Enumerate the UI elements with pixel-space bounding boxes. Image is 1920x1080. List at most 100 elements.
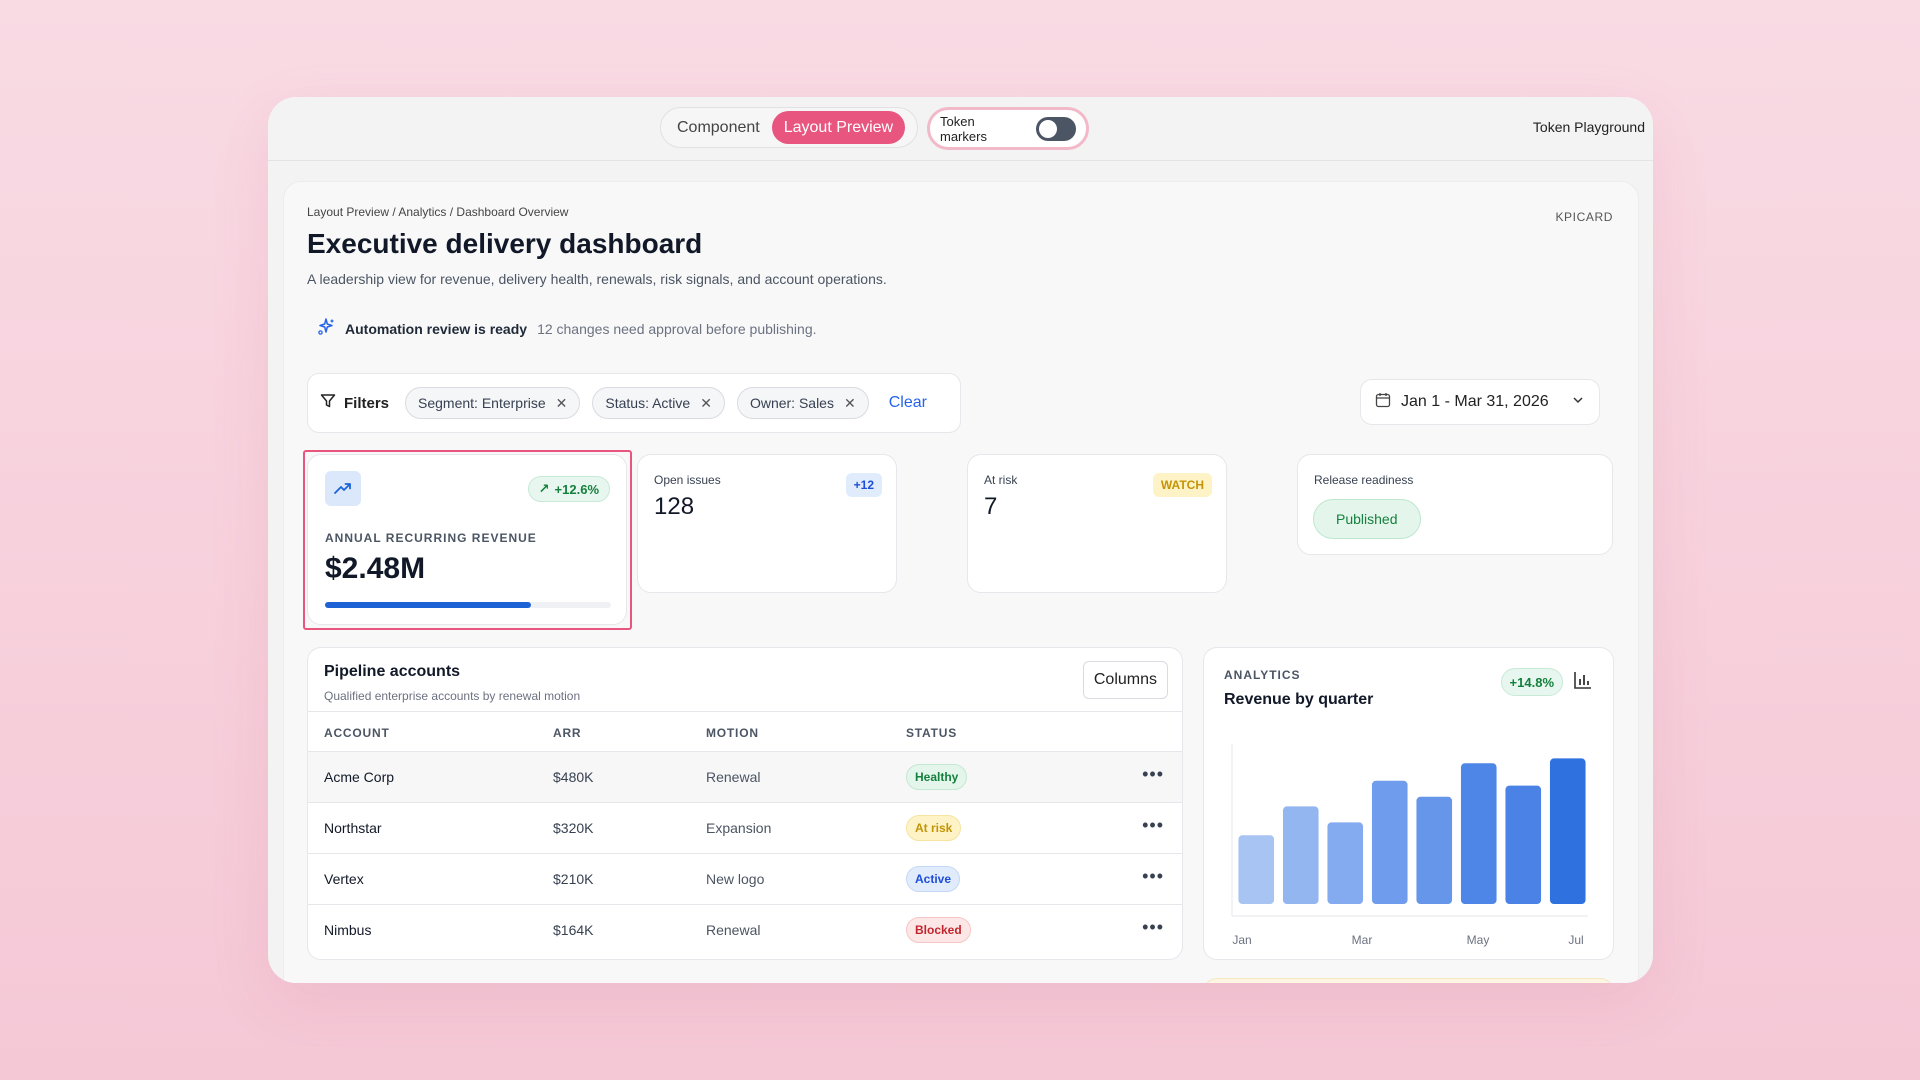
chart-bar[interactable] [1282,806,1319,904]
delta-value: +12.6% [554,481,599,497]
automation-banner: Automation review is ready 12 changes ne… [317,318,817,339]
progress-bar [325,602,611,608]
x-tick-label: Mar [1352,933,1373,947]
filter-chip[interactable]: Segment: Enterprise ✕ [405,387,581,419]
cell-account: Acme Corp [324,769,395,785]
tab-layout-preview[interactable]: Layout Preview [771,111,906,144]
chart-title: Revenue by quarter [1224,691,1374,708]
kpi-value: 7 [984,493,998,520]
date-range-picker[interactable]: Jan 1 - Mar 31, 2026 [1360,379,1600,425]
more-icon[interactable]: ••• [1142,866,1164,886]
cell-account: Vertex [324,871,364,887]
cell-motion: New logo [706,871,765,887]
trending-up-icon [325,471,361,506]
selection-outline [303,450,632,630]
close-icon[interactable]: ✕ [843,394,856,411]
breadcrumb[interactable]: Layout Preview / Analytics / Dashboard O… [307,205,569,219]
chart-bar[interactable] [1505,785,1542,904]
filter-chip[interactable]: Owner: Sales ✕ [736,387,869,419]
bar-chart-icon[interactable] [1573,670,1593,695]
progress-fill [325,602,531,608]
top-bar: Component Layout Preview Token markers T… [268,97,1653,161]
cell-motion: Renewal [706,769,761,785]
columns-button[interactable]: Columns [1082,661,1168,699]
revenue-bar-chart: Jan Mar May Jul [1231,744,1588,947]
status-badge: Published [1313,499,1421,539]
tab-component[interactable]: Component [677,118,760,136]
token-markers-label: Token markers [940,113,987,144]
delta-badge: ↗ +12.6% [527,476,610,502]
filter-chip[interactable]: Status: Active ✕ [592,387,725,419]
column-header-account[interactable]: ACCOUNT [324,726,390,740]
table-row[interactable]: Northstar $320K Expansion At risk ••• [308,803,1182,854]
filter-chip-label: Owner: Sales [749,395,834,411]
calendar-icon [1375,392,1391,413]
automation-title: Automation review is ready [345,320,528,337]
chevron-down-icon [1571,393,1585,412]
kpi-value: $2.48M [325,552,426,585]
status-badge: Active [906,866,961,892]
filters-button[interactable]: Filters [320,393,389,413]
kpi-label: Release readiness [1314,473,1414,487]
cell-motion: Expansion [706,820,772,836]
table-row[interactable]: Acme Corp $480K Renewal Healthy ••• [308,752,1182,803]
status-badge: Blocked [906,917,971,943]
kpi-value: 128 [654,493,695,520]
token-markers-control[interactable]: Token markers [927,107,1089,150]
table-subtitle: Qualified enterprise accounts by renewal… [324,689,581,703]
column-header-status[interactable]: STATUS [906,726,958,740]
chart-bar[interactable] [1460,763,1497,904]
status-badge: Healthy [906,764,968,790]
table-row[interactable]: Vertex $210K New logo Active ••• [308,854,1182,905]
partial-card [1203,978,1614,983]
filter-chip-label: Segment: Enterprise [418,395,546,411]
x-tick-label: Jul [1568,933,1583,947]
automation-detail: 12 changes need approval before publishi… [537,320,817,337]
cell-arr: $320K [553,820,594,836]
close-icon[interactable]: ✕ [700,394,712,411]
close-icon[interactable]: ✕ [555,394,568,411]
filters-label: Filters [344,394,390,412]
cell-motion: Renewal [706,922,761,938]
cell-account: Nimbus [324,922,372,938]
table-header: ACCOUNT ARR MOTION STATUS [308,711,1182,752]
column-header-motion[interactable]: MOTION [706,726,759,740]
page-title: Executive delivery dashboard [307,228,703,259]
more-icon[interactable]: ••• [1142,917,1164,937]
chart-bar[interactable] [1549,758,1586,904]
x-tick-label: Jan [1232,933,1251,947]
kpi-badge: +12 [845,473,882,497]
filter-chip-label: Status: Active [605,395,691,411]
cell-arr: $164K [553,922,594,938]
kpi-label: At risk [984,473,1018,487]
app-name: Token Playground [1532,119,1645,135]
app-window: Component Layout Preview Token markers T… [268,97,1653,983]
filters-bar: Filters Segment: Enterprise ✕ Status: Ac… [307,373,961,433]
kpi-card-open-issues[interactable]: Open issues 128 +12 [637,454,897,593]
kpi-card-arr[interactable]: ↗ +12.6% ANNUAL RECURRING REVENUE $2.48M [307,454,627,625]
table-row[interactable]: Nimbus $164K Renewal Blocked ••• [308,905,1182,956]
token-markers-switch[interactable] [1036,116,1076,141]
date-range-value: Jan 1 - Mar 31, 2026 [1401,393,1549,410]
kpi-card-at-risk[interactable]: At risk 7 WATCH [967,454,1227,593]
switch-knob [1039,119,1058,138]
arrow-up-right-icon: ↗ [538,481,550,496]
table-title: Pipeline accounts [324,663,461,680]
clear-filters-link[interactable]: Clear [888,394,927,411]
column-header-arr[interactable]: ARR [553,726,582,740]
chart-bar[interactable] [1327,822,1364,904]
sparkles-icon [317,318,335,339]
more-icon[interactable]: ••• [1142,815,1164,835]
more-icon[interactable]: ••• [1142,764,1164,784]
dashboard-panel: Layout Preview / Analytics / Dashboard O… [283,181,1639,983]
page-description: A leadership view for revenue, delivery … [307,271,887,287]
chart-bar[interactable] [1238,835,1275,904]
chart-bar[interactable] [1371,780,1408,904]
kpi-card-release-readiness[interactable]: Release readiness Published [1297,454,1613,555]
cell-account: Northstar [324,820,382,836]
filter-icon [320,393,336,413]
status-badge: At risk [906,815,962,841]
kpi-badge: WATCH [1152,473,1212,497]
chart-bar[interactable] [1416,796,1453,904]
view-switcher: Component Layout Preview [660,107,918,148]
